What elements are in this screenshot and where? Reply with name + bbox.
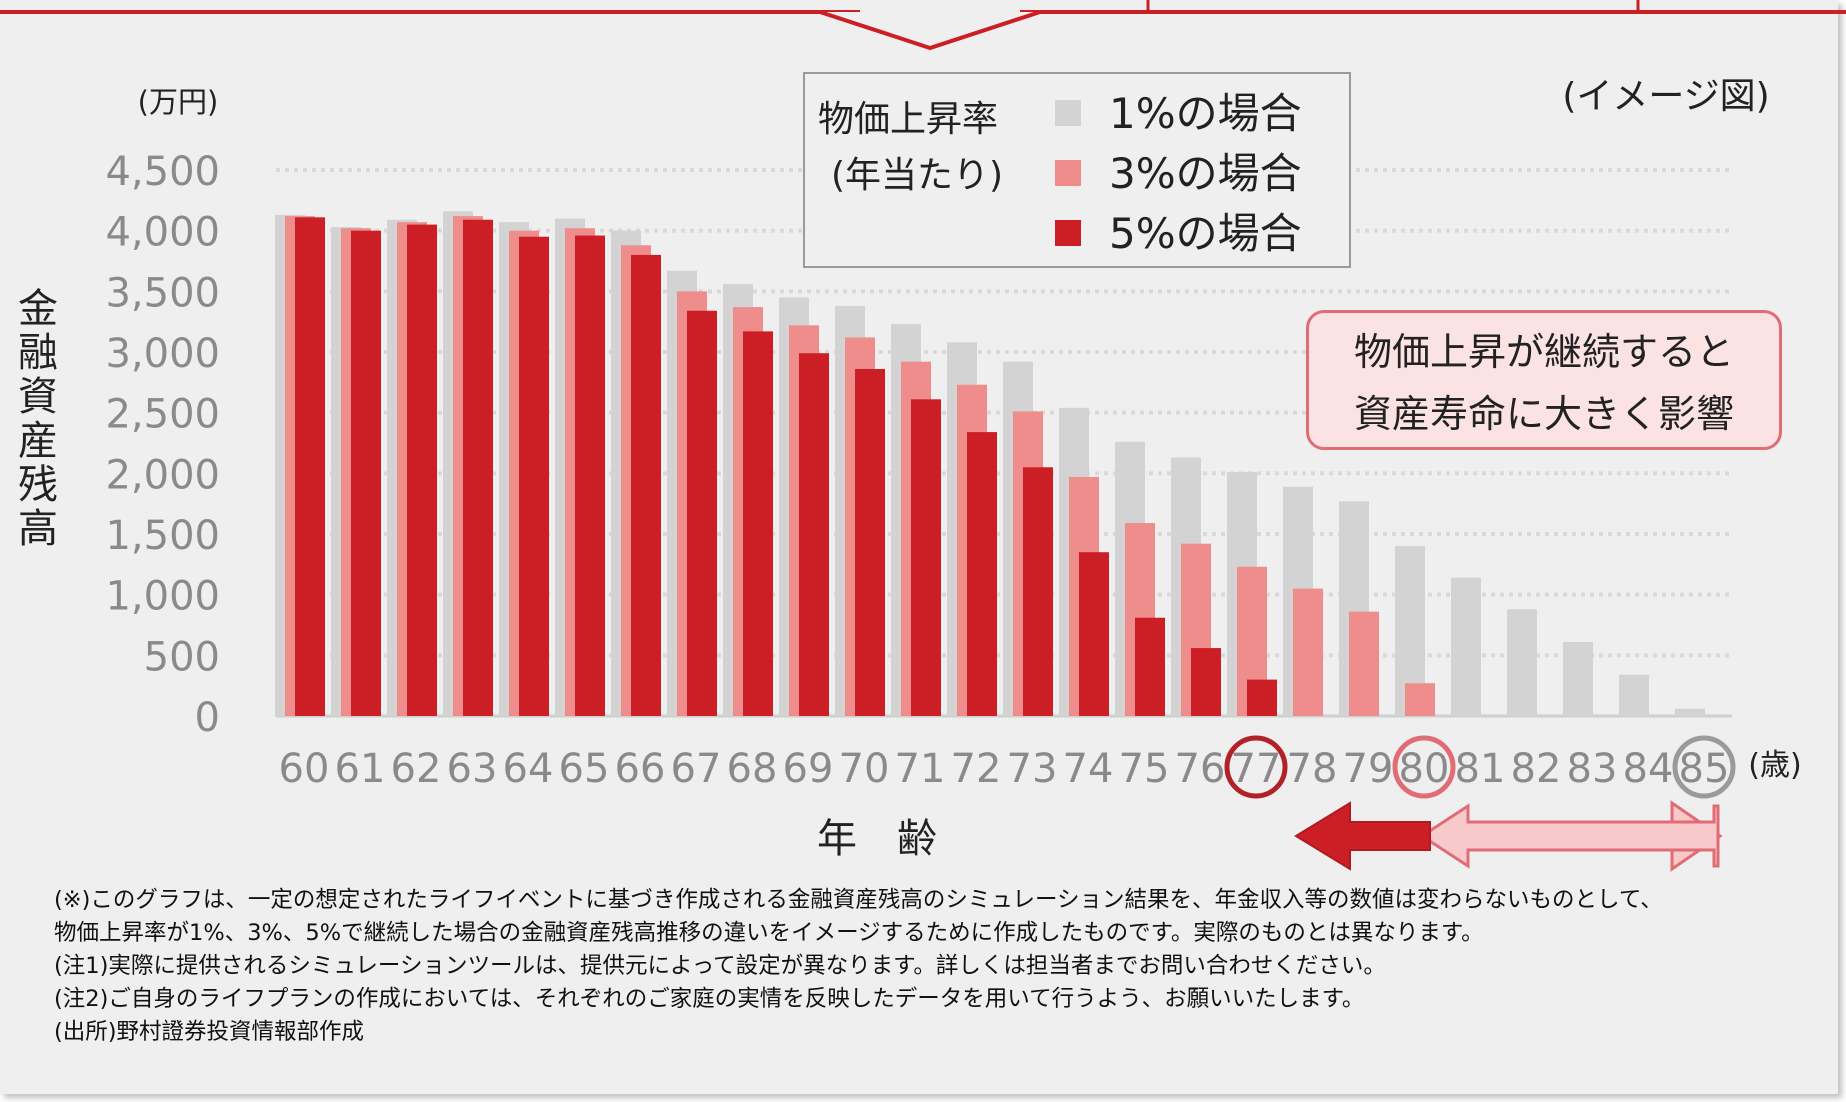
- callout-line-2: 資産寿命に大きく影響: [1353, 392, 1734, 436]
- x-tick-label: 72: [951, 746, 1002, 792]
- y-tick-label: 1,500: [105, 513, 220, 559]
- y-tick-label: 3,500: [105, 270, 220, 316]
- bar-5%の場合-69: [799, 353, 829, 716]
- note-line: 物価上昇率が1%、3%、5%で継続した場合の金融資産残高推移の違いをイメージする…: [54, 920, 1484, 946]
- x-tick-label: 71: [895, 746, 946, 792]
- bar-5%の場合-66: [631, 254, 661, 716]
- x-tick-label: 69: [783, 746, 834, 792]
- legend-title-1: 物価上昇率: [818, 99, 999, 140]
- callout-line-1: 物価上昇が継続すると: [1353, 330, 1734, 374]
- x-tick-label: 78: [1287, 746, 1338, 792]
- bar-5%の場合-65: [575, 235, 605, 716]
- note-line: (注2)ご自身のライフプランの作成においては、それぞれのご家庭の実情を反映したデ…: [54, 986, 1365, 1012]
- bars: [275, 211, 1705, 717]
- bar-3%の場合-78: [1293, 588, 1323, 716]
- legend-swatch-1pct: [1055, 100, 1081, 126]
- bar-5%の場合-77: [1247, 679, 1277, 716]
- legend-swatch-5pct: [1055, 220, 1081, 246]
- y-tick-labels: 0 500 1,000 1,500 2,000 2,500 3,000 3,500 4,000 4…: [105, 149, 220, 741]
- bar-1%の場合-82: [1507, 609, 1537, 716]
- x-tick-label: 75: [1119, 746, 1170, 792]
- bar-5%の場合-68: [743, 331, 773, 716]
- y-tick-label: 2,000: [105, 452, 220, 498]
- bar-5%の場合-75: [1135, 617, 1165, 716]
- footnotes: (※)このグラフは、一定の想定されたライフイベントに基づき作成される金融資産残高…: [54, 884, 1814, 1049]
- bar-1%の場合-83: [1563, 641, 1593, 716]
- x-tick-label: 63: [447, 746, 498, 792]
- bar-1%の場合-81: [1451, 577, 1481, 716]
- bar-1%の場合-85: [1675, 708, 1705, 716]
- bar-5%の場合-74: [1079, 552, 1109, 716]
- y-axis-title: 金融資産残高: [18, 286, 58, 552]
- bar-5%の場合-67: [687, 310, 717, 716]
- x-tick-label: 68: [727, 746, 778, 792]
- x-tick-label: 80: [1399, 746, 1450, 792]
- y-tick-label: 4,000: [105, 210, 220, 256]
- y-tick-label: 4,500: [105, 149, 220, 195]
- legend-title-2: (年当たり): [831, 155, 1004, 196]
- legend-label-5pct: 5%の場合: [1109, 209, 1302, 258]
- x-tick-label: 64: [503, 746, 554, 792]
- x-tick-label: 70: [839, 746, 890, 792]
- x-tick-label: 81: [1455, 746, 1506, 792]
- x-tick-label: 84: [1623, 746, 1674, 792]
- bar-1%の場合-84: [1619, 674, 1649, 716]
- image-note: (イメージ図): [1562, 76, 1769, 117]
- highlight-circle-80: [1392, 735, 1456, 799]
- legend-label-3pct: 3%の場合: [1109, 149, 1302, 198]
- x-tick-label: 66: [615, 746, 666, 792]
- bar-5%の場合-64: [519, 236, 549, 716]
- top-banner: [0, 0, 1846, 51]
- x-unit-label: (歳): [1748, 748, 1801, 783]
- arrow-red: [1294, 801, 1431, 871]
- legend: 物価上昇率 (年当たり) 1%の場合 3%の場合 5%の場合: [803, 72, 1351, 268]
- note-line: (※)このグラフは、一定の想定されたライフイベントに基づき作成される金融資産残高…: [54, 887, 1663, 913]
- bar-3%の場合-79: [1349, 611, 1379, 716]
- y-tick-label: 500: [144, 634, 220, 680]
- y-tick-label: 1,000: [105, 574, 220, 620]
- highlight-circle-77: [1224, 735, 1288, 799]
- bar-5%の場合-72: [967, 432, 997, 716]
- bar-3%の場合-80: [1405, 683, 1435, 716]
- x-tick-labels: 60 61 62 63 64 65 66 67 68 69 70 71 72 73 74 75 76 77 78 79…: [279, 746, 1730, 792]
- bar-5%の場合-73: [1023, 467, 1053, 716]
- highlight-circles: [1224, 735, 1736, 799]
- bar-5%の場合-63: [463, 219, 493, 716]
- bar-5%の場合-76: [1191, 648, 1221, 716]
- x-tick-label: 82: [1511, 746, 1562, 792]
- legend-swatch-3pct: [1055, 160, 1081, 186]
- x-tick-label: 74: [1063, 746, 1114, 792]
- x-tick-label: 77: [1231, 746, 1282, 792]
- x-tick-label: 73: [1007, 746, 1058, 792]
- bar-5%の場合-61: [351, 230, 381, 716]
- bar-5%の場合-60: [295, 217, 325, 716]
- y-unit-label: (万円): [138, 85, 219, 119]
- y-tick-label: 0: [195, 695, 220, 741]
- bar-5%の場合-70: [855, 368, 885, 716]
- x-tick-label: 65: [559, 746, 610, 792]
- bar-5%の場合-62: [407, 224, 437, 716]
- arrow-pink-double: [1419, 803, 1720, 869]
- x-tick-label: 61: [335, 746, 386, 792]
- range-arrows: [1294, 800, 1723, 872]
- bar-5%の場合-71: [911, 399, 941, 716]
- x-axis-title: 年 齢: [817, 816, 937, 862]
- x-tick-label: 67: [671, 746, 722, 792]
- note-line: (出所)野村證券投資情報部作成: [54, 1019, 365, 1045]
- note-line: (注1)実際に提供されるシミュレーションツールは、提供元によって設定が異なります…: [54, 953, 1386, 979]
- x-tick-label: 83: [1567, 746, 1618, 792]
- legend-label-1pct: 1%の場合: [1109, 89, 1302, 138]
- highlight-circle-85: [1672, 735, 1736, 799]
- y-tick-label: 3,000: [105, 331, 220, 377]
- x-tick-label: 62: [391, 746, 442, 792]
- callout-box: 物価上昇が継続すると 資産寿命に大きく影響: [1306, 310, 1782, 450]
- x-tick-label: 79: [1343, 746, 1394, 792]
- y-tick-label: 2,500: [105, 392, 220, 438]
- x-tick-label: 76: [1175, 746, 1226, 792]
- x-tick-label: 60: [279, 746, 330, 792]
- x-tick-label: 85: [1679, 746, 1730, 792]
